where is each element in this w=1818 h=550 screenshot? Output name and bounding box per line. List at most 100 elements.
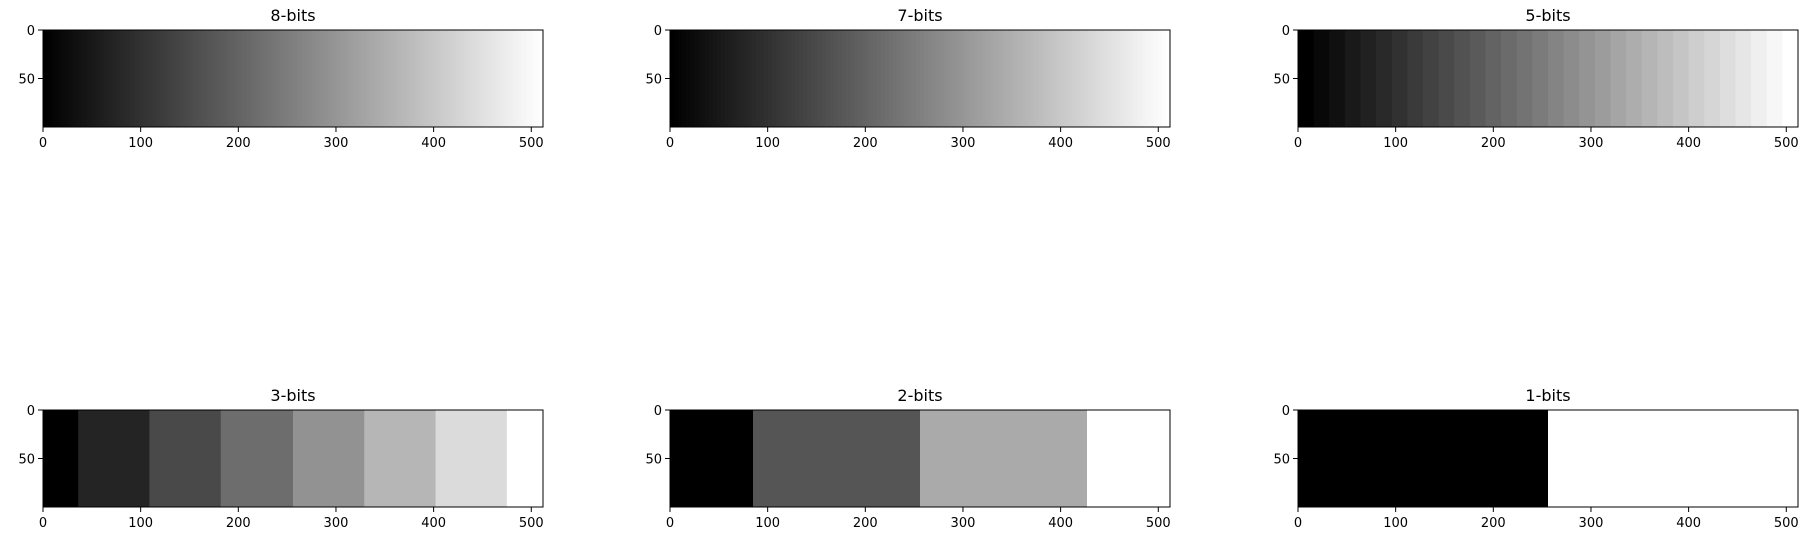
band [990, 30, 995, 127]
band [412, 30, 415, 127]
x-tick-label: 100 [755, 516, 780, 531]
band [193, 30, 196, 127]
image [1298, 30, 1799, 127]
band [78, 410, 151, 507]
y-tick-label: 0 [27, 24, 35, 39]
band [920, 410, 1088, 507]
x-tick-label: 400 [1676, 136, 1701, 151]
y-tick-label: 50 [1273, 453, 1290, 468]
band [798, 30, 804, 127]
band [251, 30, 255, 127]
band [148, 30, 152, 127]
band [353, 30, 357, 127]
band [1021, 30, 1027, 127]
band [755, 30, 761, 127]
band [394, 30, 398, 127]
band [70, 30, 73, 127]
band [998, 30, 1003, 127]
band [435, 410, 508, 507]
band [845, 30, 851, 127]
band [513, 30, 517, 127]
band [201, 30, 204, 127]
band [197, 30, 200, 127]
band [1068, 30, 1073, 127]
band [267, 30, 271, 127]
band [271, 30, 275, 127]
band [1142, 30, 1148, 127]
image [1298, 410, 1799, 507]
band [1086, 410, 1171, 507]
band [1158, 30, 1163, 127]
x-tick-label: 500 [1774, 136, 1799, 151]
x-tick-label: 200 [853, 516, 878, 531]
band [496, 30, 499, 127]
band [935, 30, 941, 127]
band [431, 30, 435, 127]
band [459, 30, 462, 127]
band [759, 30, 765, 127]
band [869, 30, 874, 127]
band [795, 30, 800, 127]
image [43, 30, 544, 127]
band [806, 30, 812, 127]
x-tick-label: 300 [324, 516, 349, 531]
band [455, 30, 458, 127]
band [1048, 30, 1054, 127]
band [1162, 30, 1167, 127]
band [214, 30, 218, 127]
band [418, 30, 421, 127]
band [103, 30, 107, 127]
band [482, 30, 485, 127]
band [203, 30, 206, 127]
band [1134, 30, 1140, 127]
band [392, 30, 396, 127]
band [419, 30, 423, 127]
band [220, 30, 224, 127]
band [857, 30, 863, 127]
band [476, 30, 480, 127]
band [1329, 30, 1346, 127]
band [1688, 30, 1705, 127]
x-tick-label: 300 [1579, 516, 1604, 531]
band [1056, 30, 1062, 127]
band [779, 30, 784, 127]
panel-title: 7-bits [897, 6, 942, 25]
x-tick-label: 500 [1146, 136, 1171, 151]
band [414, 30, 417, 127]
band [927, 30, 933, 127]
band [68, 30, 71, 127]
band [490, 30, 493, 127]
band [511, 30, 515, 127]
band [421, 30, 425, 127]
band [1052, 30, 1058, 127]
band [849, 30, 855, 127]
band [300, 30, 304, 127]
band [775, 30, 780, 127]
x-tick-label: 300 [951, 516, 976, 531]
panel-7-bits: 7-bits 0 100 200 300 400 500 0 50 [645, 6, 1170, 151]
band [720, 30, 726, 127]
y-tick-label: 50 [645, 453, 662, 468]
band [89, 30, 93, 127]
band [427, 30, 431, 127]
band [1119, 30, 1124, 127]
band [732, 30, 738, 127]
band [46, 30, 50, 127]
band [1626, 30, 1643, 127]
band [767, 30, 773, 127]
band [912, 30, 917, 127]
band [273, 30, 277, 127]
band [376, 30, 380, 127]
band [1130, 30, 1136, 127]
band [1360, 30, 1377, 127]
band [91, 30, 95, 127]
band [173, 30, 177, 127]
band [433, 30, 437, 127]
band [335, 30, 339, 127]
band [263, 30, 267, 127]
band [1064, 30, 1070, 127]
band [834, 30, 839, 127]
band [1563, 30, 1580, 127]
band [1298, 30, 1315, 127]
band [160, 30, 163, 127]
